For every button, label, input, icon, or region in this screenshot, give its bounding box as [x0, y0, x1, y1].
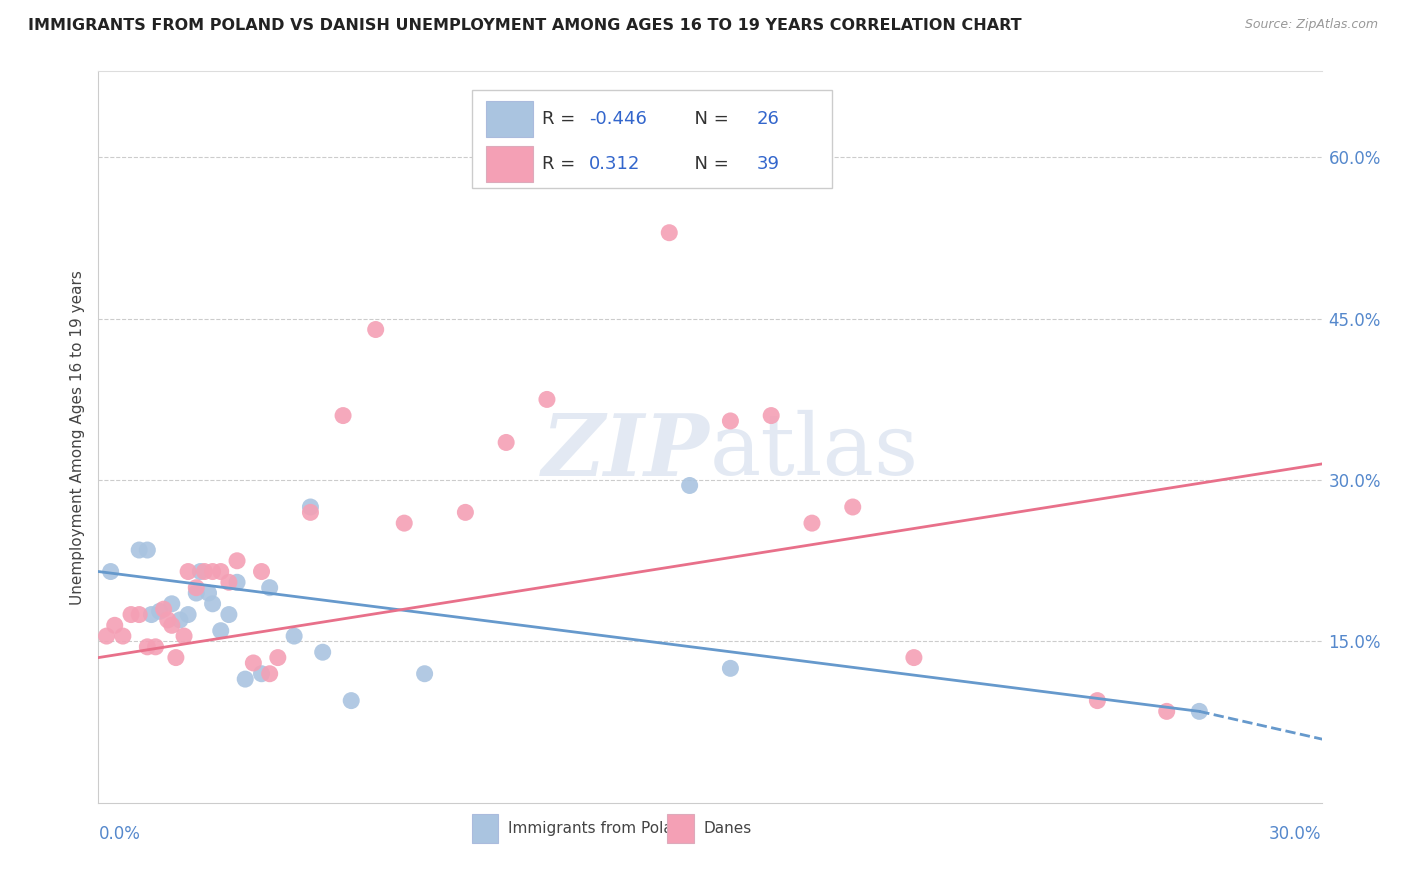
- Point: [598, 128, 620, 143]
- Text: N =: N =: [683, 154, 734, 173]
- Point: [841, 500, 863, 514]
- Text: 39: 39: [756, 154, 779, 173]
- Text: atlas: atlas: [710, 410, 920, 493]
- Bar: [668, 814, 695, 843]
- Text: Source: ZipAtlas.com: Source: ZipAtlas.com: [1244, 18, 1378, 31]
- Point: [226, 554, 249, 568]
- Point: [156, 613, 179, 627]
- Point: [340, 693, 363, 707]
- Point: [165, 650, 187, 665]
- Text: R =: R =: [543, 154, 593, 173]
- Point: [233, 672, 256, 686]
- Point: [1156, 705, 1178, 719]
- Bar: [486, 145, 533, 182]
- Point: [149, 604, 172, 618]
- Point: [218, 575, 240, 590]
- Point: [267, 650, 290, 665]
- Point: [903, 650, 925, 665]
- Bar: [486, 101, 533, 137]
- Point: [392, 516, 416, 530]
- Text: Danes: Danes: [704, 821, 752, 836]
- Point: [160, 597, 183, 611]
- Point: [332, 409, 354, 423]
- Point: [201, 597, 224, 611]
- Point: [259, 581, 281, 595]
- Point: [128, 543, 150, 558]
- Point: [250, 666, 273, 681]
- Point: [1188, 705, 1211, 719]
- Point: [413, 666, 436, 681]
- Point: [312, 645, 335, 659]
- Point: [218, 607, 240, 622]
- Point: [720, 661, 742, 675]
- Point: [364, 322, 387, 336]
- Point: [193, 565, 215, 579]
- Text: 26: 26: [756, 111, 779, 128]
- Point: [141, 607, 163, 622]
- Point: [250, 565, 273, 579]
- Bar: [471, 814, 498, 843]
- Point: [120, 607, 142, 622]
- Point: [259, 666, 281, 681]
- Point: [186, 586, 208, 600]
- Point: [209, 565, 232, 579]
- Point: [536, 392, 558, 407]
- Text: ZIP: ZIP: [543, 410, 710, 493]
- Point: [145, 640, 167, 654]
- Text: 0.312: 0.312: [589, 154, 640, 173]
- Point: [188, 565, 212, 579]
- Point: [136, 640, 159, 654]
- Y-axis label: Unemployment Among Ages 16 to 19 years: Unemployment Among Ages 16 to 19 years: [69, 269, 84, 605]
- Point: [96, 629, 118, 643]
- Point: [242, 656, 264, 670]
- Point: [152, 602, 174, 616]
- Point: [100, 565, 122, 579]
- Point: [226, 575, 249, 590]
- Point: [111, 629, 134, 643]
- Point: [299, 500, 322, 514]
- Point: [299, 505, 322, 519]
- Text: -0.446: -0.446: [589, 111, 647, 128]
- Text: IMMIGRANTS FROM POLAND VS DANISH UNEMPLOYMENT AMONG AGES 16 TO 19 YEARS CORRELAT: IMMIGRANTS FROM POLAND VS DANISH UNEMPLO…: [28, 18, 1022, 33]
- Point: [104, 618, 127, 632]
- Point: [720, 414, 742, 428]
- Point: [177, 565, 200, 579]
- Bar: [471, 89, 832, 188]
- Point: [177, 607, 200, 622]
- Point: [169, 613, 191, 627]
- Point: [128, 607, 150, 622]
- Point: [209, 624, 232, 638]
- Point: [679, 478, 702, 492]
- Point: [801, 516, 824, 530]
- Point: [1085, 693, 1108, 707]
- Point: [454, 505, 477, 519]
- Text: 30.0%: 30.0%: [1270, 825, 1322, 843]
- Point: [495, 435, 517, 450]
- Point: [160, 618, 183, 632]
- Point: [201, 565, 224, 579]
- Text: N =: N =: [683, 111, 734, 128]
- Point: [186, 581, 208, 595]
- Point: [197, 586, 219, 600]
- Point: [136, 543, 159, 558]
- Text: Immigrants from Poland: Immigrants from Poland: [508, 821, 692, 836]
- Text: 0.0%: 0.0%: [98, 825, 141, 843]
- Point: [658, 226, 681, 240]
- Point: [761, 409, 783, 423]
- Point: [283, 629, 305, 643]
- Text: R =: R =: [543, 111, 582, 128]
- Point: [173, 629, 195, 643]
